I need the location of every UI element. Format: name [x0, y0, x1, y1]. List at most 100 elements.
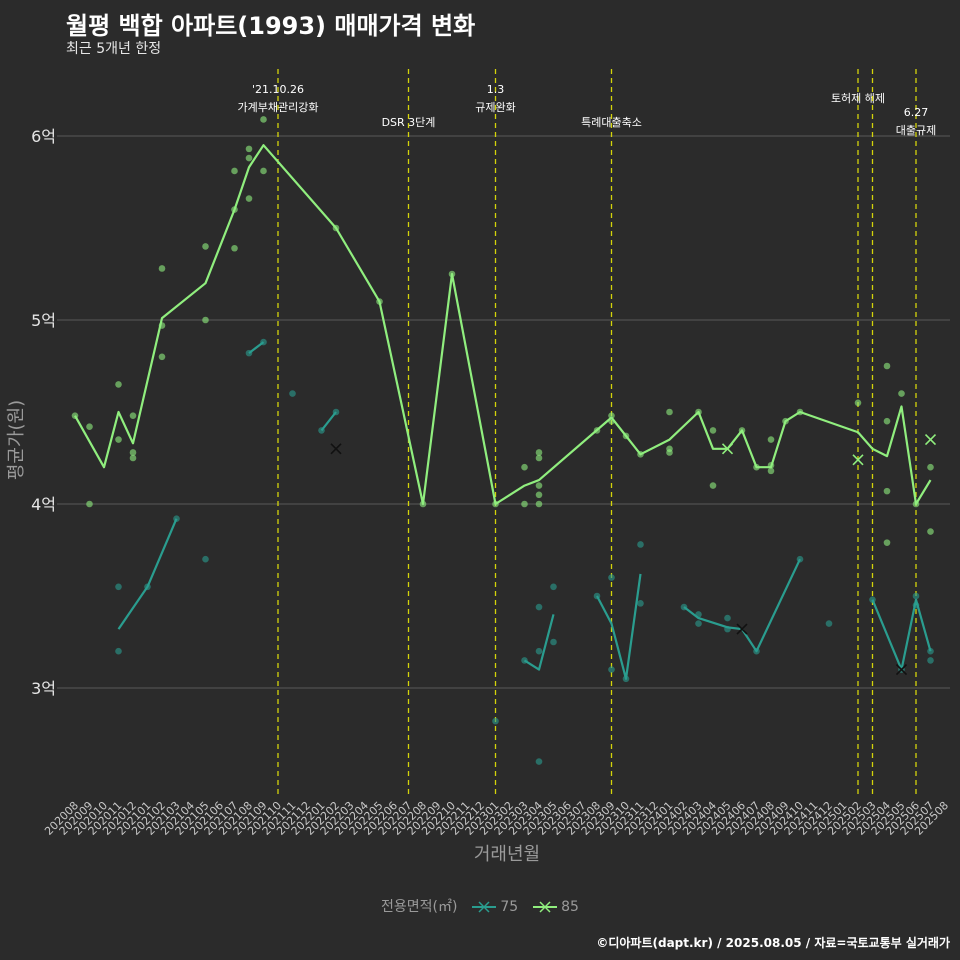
- data-point-75: [912, 601, 920, 609]
- legend-label-85: 85: [561, 899, 579, 915]
- data-point-75: [173, 515, 180, 523]
- series-line-75: [320, 411, 337, 432]
- data-point-85: [883, 539, 891, 546]
- data-point-85: [202, 243, 209, 250]
- y-tick-label: 5억: [31, 311, 56, 330]
- data-point-85: [637, 451, 644, 458]
- data-point-85: [245, 195, 253, 202]
- data-point-85: [231, 167, 238, 175]
- data-point-85: [231, 244, 238, 252]
- data-point-85: [898, 390, 905, 397]
- source-caption: ©디아파트(dapt.kr) / 2025.08.05 / 자료=국토교통부 실…: [596, 936, 950, 950]
- data-point-75: [927, 647, 934, 655]
- data-point-85: [260, 167, 267, 175]
- legend-item-85: 85: [532, 899, 579, 915]
- data-point-75: [318, 427, 325, 434]
- cancelled-marker-85: [852, 454, 864, 466]
- data-point-85: [883, 362, 891, 370]
- data-point-75: [637, 600, 644, 607]
- data-point-85: [622, 432, 630, 440]
- data-point-85: [753, 463, 760, 471]
- data-point-85: [419, 500, 427, 508]
- event-label: 6.27: [904, 106, 929, 119]
- data-point-75: [608, 666, 615, 673]
- cancelled-markers: [330, 434, 937, 676]
- data-point-75: [521, 657, 528, 664]
- data-point-75: [825, 620, 833, 627]
- data-point-75: [115, 647, 122, 655]
- data-point-85: [666, 449, 673, 456]
- data-point-85: [245, 145, 253, 153]
- series-line-75: [596, 573, 642, 680]
- data-point-85: [927, 463, 934, 471]
- y-tick-label: 4억: [31, 495, 56, 514]
- event-label: 특례대출축소: [581, 116, 642, 129]
- series-line-75: [871, 598, 932, 671]
- data-point-75: [695, 611, 702, 618]
- data-point-85: [245, 154, 253, 162]
- data-point-85: [129, 449, 137, 456]
- legend-swatch-85: [532, 901, 557, 913]
- y-axis-label: 평균가(원): [6, 400, 27, 480]
- data-point-85: [115, 436, 122, 443]
- data-point-75: [869, 596, 876, 603]
- data-point-75: [332, 408, 340, 416]
- data-point-75: [535, 603, 543, 611]
- legend-swatch-75: [471, 901, 496, 913]
- data-point-85: [535, 482, 543, 489]
- data-point-85: [492, 500, 499, 508]
- data-point-85: [535, 454, 543, 462]
- data-point-75: [550, 583, 557, 591]
- data-point-85: [535, 500, 543, 508]
- data-point-75: [724, 625, 731, 633]
- data-point-75: [144, 583, 151, 591]
- data-point-85: [129, 454, 137, 462]
- data-point-85: [883, 487, 891, 495]
- chart-title: 월평 백합 아파트(1993) 매매가격 변화: [66, 12, 476, 40]
- event-label: '21.10.26: [252, 83, 304, 96]
- data-point-75: [535, 758, 543, 765]
- data-point-75: [260, 338, 267, 346]
- data-point-85: [158, 322, 166, 329]
- data-point-75: [724, 614, 731, 622]
- data-point-85: [86, 423, 93, 431]
- data-point-75: [927, 657, 934, 664]
- event-label: DSR 3단계: [382, 116, 436, 129]
- data-point-85: [782, 417, 789, 425]
- event-label: 가계부채관리강화: [238, 101, 319, 114]
- data-point-85: [376, 298, 383, 305]
- axis-labels: 3억4억5억6억20200820200920201020201120201220…: [31, 127, 951, 838]
- series-line-75: [117, 518, 178, 630]
- x-axis-label: 거래년월: [474, 844, 540, 865]
- data-point-75: [680, 603, 688, 611]
- data-point-85: [115, 381, 122, 388]
- chart-subtitle: 최근 5개년 한정: [66, 41, 162, 57]
- data-point-85: [260, 116, 267, 123]
- data-point-85: [71, 412, 79, 419]
- data-point-75: [289, 390, 296, 397]
- data-point-75: [753, 647, 760, 655]
- data-point-85: [608, 417, 615, 425]
- data-point-85: [709, 482, 717, 489]
- data-point-85: [535, 449, 543, 456]
- legend-title: 전용면적(㎡): [381, 899, 458, 915]
- series-line-75: [523, 614, 555, 671]
- data-point-85: [738, 427, 746, 434]
- data-point-85: [521, 500, 528, 508]
- data-point-75: [796, 555, 804, 563]
- data-point-85: [158, 353, 166, 361]
- legend-item-75: 75: [471, 899, 518, 915]
- cancelled-marker-75: [895, 664, 908, 676]
- data-point-85: [521, 463, 528, 471]
- data-point-85: [129, 412, 137, 419]
- data-point-75: [535, 647, 543, 655]
- data-point-75: [202, 555, 209, 563]
- data-point-85: [448, 270, 456, 278]
- grid-lines: [57, 135, 950, 689]
- data-point-75: [622, 675, 630, 683]
- data-point-85: [535, 491, 543, 499]
- data-point-85: [854, 399, 862, 407]
- series-line-75: [683, 558, 801, 653]
- data-point-75: [115, 583, 122, 591]
